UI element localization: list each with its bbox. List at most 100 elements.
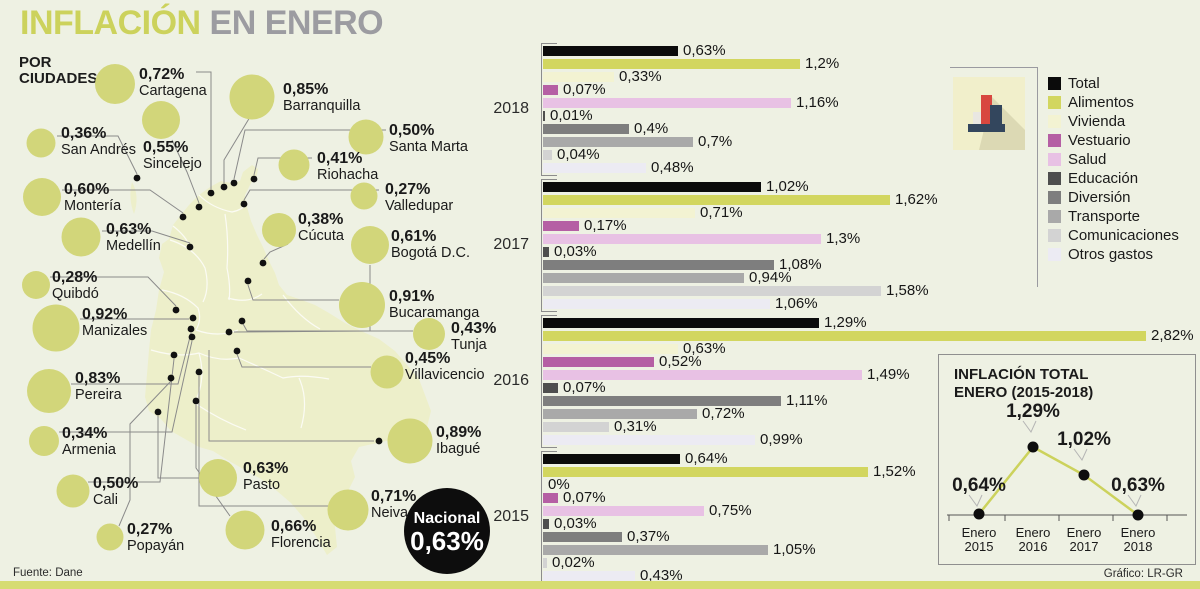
city-bubble-quibdo xyxy=(22,271,50,299)
city-dot-pereira xyxy=(187,325,195,333)
bar-2015-salud xyxy=(543,506,704,516)
bar-2018-total xyxy=(543,46,678,56)
city-name-barranquilla: Barranquilla xyxy=(283,98,361,114)
connector-tunja xyxy=(241,321,413,332)
bar-value-2016-vestuario: 0,52% xyxy=(659,353,702,370)
city-label-valledupar: 0,27% Valledupar xyxy=(385,181,453,214)
bar-value-2016-comunicaciones: 0,31% xyxy=(614,418,657,435)
city-dot-valledupar xyxy=(240,200,248,208)
city-name-manizales: Manizales xyxy=(82,323,148,339)
city-name-san-andres: San Andrés xyxy=(61,142,136,158)
bar-2017-vivienda xyxy=(543,208,695,218)
bar-2018-otros-gastos xyxy=(543,163,646,173)
legend-label-vestuario: Vestuario xyxy=(1068,132,1131,149)
bar-value-2015-total: 0,64% xyxy=(685,450,728,467)
legend-label-alimentos: Alimentos xyxy=(1068,94,1134,111)
title-rest: EN ENERO xyxy=(200,4,384,42)
city-bubble-manizales xyxy=(32,304,80,352)
bar-2016-total xyxy=(543,318,819,328)
bar-value-2017-alimentos: 1,62% xyxy=(895,191,938,208)
bar-value-2017-diversion: 1,08% xyxy=(779,256,822,273)
city-label-cartagena: 0,72% Cartagena xyxy=(139,66,207,99)
year-label-2018: 2018 xyxy=(493,100,529,117)
callout-tail-2016 xyxy=(1022,420,1037,433)
bar-2015-total xyxy=(543,454,680,464)
city-name-bogota-d-c: Bogotá D.C. xyxy=(391,245,470,261)
x-label-2016-1: 2016 xyxy=(1019,539,1048,554)
legend-item-comunicaciones: Comunicaciones xyxy=(1048,226,1179,245)
city-label-bucaramanga: 0,91% Bucaramanga xyxy=(389,288,479,321)
bar-value-2015-comunicaciones: 0,02% xyxy=(552,554,595,571)
city-dot-cartagena xyxy=(207,189,215,197)
colombia-map xyxy=(22,64,490,574)
bar-value-2016-diversion: 1,11% xyxy=(786,392,828,409)
city-label-quibdo: 0,28% Quibdó xyxy=(52,269,99,302)
legend-label-educacion: Educación xyxy=(1068,170,1139,187)
axis-tick-bottom-2018 xyxy=(541,175,557,176)
connector-medellin xyxy=(102,230,191,244)
city-label-riohacha: 0,41% Riohacha xyxy=(317,150,378,183)
bar-2015-diversion xyxy=(543,532,622,542)
legend-item-transporte: Transporte xyxy=(1048,207,1179,226)
city-name-valledupar: Valledupar xyxy=(385,198,454,214)
connector-bucaramanga xyxy=(247,284,339,301)
year-label-2015: 2015 xyxy=(493,508,529,525)
city-label-tunja: 0,43% Tunja xyxy=(451,320,496,353)
bar-2015-educacion xyxy=(543,519,549,529)
city-connector-lines xyxy=(50,71,413,527)
city-name-monteria: Montería xyxy=(64,198,122,214)
connector-cali xyxy=(88,358,175,483)
city-bubble-pasto xyxy=(199,459,237,497)
bar-2016-otros-gastos xyxy=(543,435,755,445)
city-bubble-villavicencio xyxy=(370,355,404,389)
bar-value-2017-educacion: 0,03% xyxy=(554,243,597,260)
legend-swatch-alimentos xyxy=(1048,96,1061,109)
city-value-pereira: 0,83% xyxy=(75,370,121,387)
bar-2018-vestuario xyxy=(543,85,558,95)
city-value-bucaramanga: 0,91% xyxy=(389,288,435,305)
city-dot-san-andres xyxy=(133,174,141,182)
x-label-2018-0: Enero xyxy=(1121,525,1156,540)
connector-barranquilla xyxy=(223,116,251,183)
city-dot-ibague xyxy=(375,437,383,445)
legend-item-total: Total xyxy=(1048,74,1179,93)
connector-quibdo xyxy=(50,276,177,307)
city-dot-monteria xyxy=(179,213,187,221)
city-value-neiva: 0,71% xyxy=(371,488,417,505)
connector-ibague xyxy=(208,350,374,442)
national-bubble xyxy=(404,488,490,574)
legend-item-vestuario: Vestuario xyxy=(1048,131,1179,150)
bar-value-2016-salud: 1,49% xyxy=(867,366,910,383)
year-label-2016: 2016 xyxy=(493,372,529,389)
city-value-pasto: 0,63% xyxy=(243,460,289,477)
city-dot-quibdo xyxy=(172,306,180,314)
legend-swatch-transporte xyxy=(1048,210,1061,223)
legend-item-educacion: Educación xyxy=(1048,169,1179,188)
legend-label-transporte: Transporte xyxy=(1068,208,1140,225)
bar-2016-alimentos xyxy=(543,331,1146,341)
legend-swatch-vestuario xyxy=(1048,134,1061,147)
city-value-san-andres: 0,36% xyxy=(61,125,107,142)
axis-line-2015 xyxy=(541,451,542,584)
bar-value-2015-otros-gastos: 0,43% xyxy=(640,567,683,584)
legend-label-comunicaciones: Comunicaciones xyxy=(1068,227,1179,244)
legend-label-salud: Salud xyxy=(1068,151,1107,168)
bar-2017-alimentos xyxy=(543,195,890,205)
connector-cartagena xyxy=(196,71,212,189)
city-value-villavicencio: 0,45% xyxy=(405,350,451,367)
national-name: Nacional xyxy=(413,510,481,527)
city-name-tunja: Tunja xyxy=(451,337,487,353)
city-label-monteria: 0,60% Montería xyxy=(64,181,121,214)
city-value-quibdo: 0,28% xyxy=(52,269,98,286)
legend-top-rule xyxy=(950,67,1038,68)
bar-2017-comunicaciones xyxy=(543,286,881,296)
city-label-pasto: 0,63% Pasto xyxy=(243,460,288,493)
city-bubble-santa-marta xyxy=(348,119,384,155)
city-name-cartagena: Cartagena xyxy=(139,83,207,99)
city-name-riohacha: Riohacha xyxy=(317,167,379,183)
city-value-medellin: 0,63% xyxy=(106,221,152,238)
city-value-ibague: 0,89% xyxy=(436,424,482,441)
city-dot-santa-marta xyxy=(230,179,238,187)
legend-item-salud: Salud xyxy=(1048,150,1179,169)
